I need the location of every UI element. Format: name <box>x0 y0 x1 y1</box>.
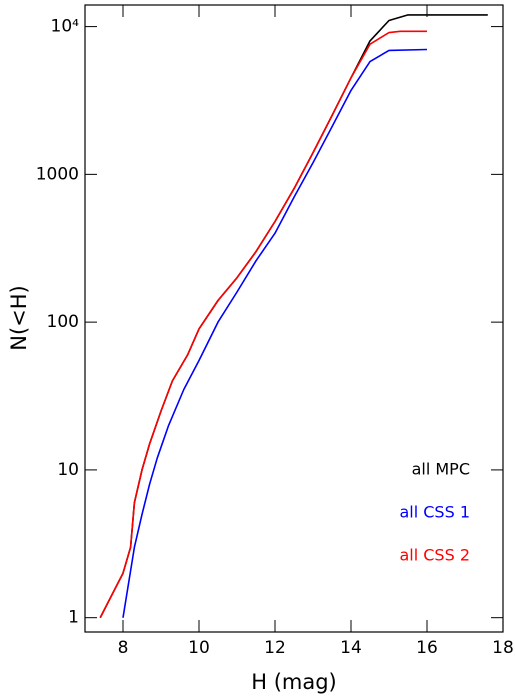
x-tick-label: 16 <box>416 638 438 658</box>
plot-frame <box>84 4 504 633</box>
y-tick-label: 100 <box>47 312 79 332</box>
y-tick-label: 10 <box>57 460 79 480</box>
x-tick-label: 8 <box>118 638 129 658</box>
series-line <box>99 30 427 619</box>
legend-label: all CSS 1 <box>399 503 470 522</box>
y-tick-label: 1 <box>68 608 79 628</box>
x-tick-label: 10 <box>188 638 210 658</box>
y-axis-title: N(<H) <box>7 285 31 350</box>
x-tick-label: 14 <box>340 638 362 658</box>
legend-label: all CSS 2 <box>399 546 470 565</box>
series-line <box>122 48 428 618</box>
y-tick-label: 1000 <box>36 164 79 184</box>
x-tick-label: 18 <box>492 638 514 658</box>
series-line <box>99 14 488 619</box>
x-tick-label: 12 <box>264 638 286 658</box>
y-tick-label: 10⁴ <box>51 17 80 37</box>
x-axis-title: H (mag) <box>251 670 337 694</box>
legend-label: all MPC <box>412 460 470 479</box>
